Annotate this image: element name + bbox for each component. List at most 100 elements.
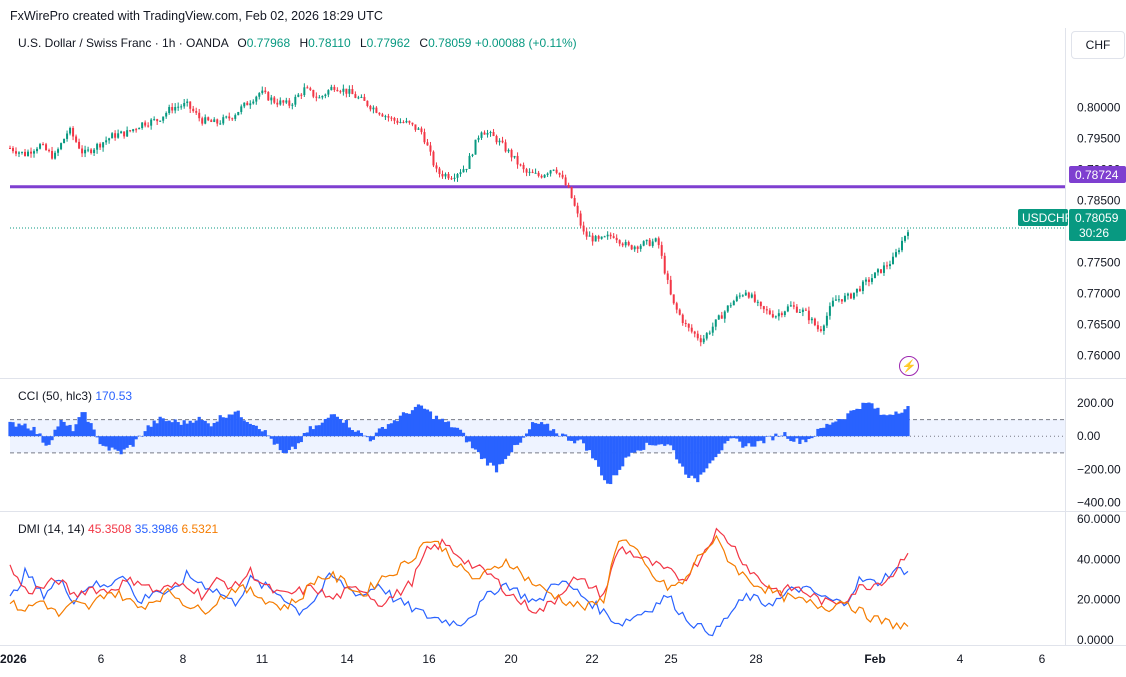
candle (363, 93, 366, 101)
candle-body (483, 132, 486, 135)
time-tick-label: 22 (585, 652, 599, 666)
candle (441, 170, 444, 179)
candle (828, 302, 831, 320)
candle (537, 170, 540, 178)
candle (744, 289, 747, 296)
candle-body (570, 187, 573, 199)
symbol-name: U.S. Dollar / Swiss Franc · 1h · OANDA (18, 36, 229, 50)
candle-body (18, 152, 21, 154)
cci-bar (335, 416, 339, 437)
cci-bar (437, 419, 442, 437)
candle (33, 149, 36, 158)
close-label: C (419, 36, 429, 50)
cci-bar (251, 425, 255, 437)
cci-legend[interactable]: CCI (50, hlc3) 170.53 (18, 389, 132, 403)
candle (141, 122, 144, 130)
candle-body (327, 90, 330, 95)
cci-bar (44, 436, 48, 446)
cci-bar (747, 436, 751, 444)
cci-bar (476, 436, 481, 453)
cci-bar (371, 436, 376, 440)
cci-bar (317, 425, 321, 437)
candle-body (903, 235, 906, 241)
candle (549, 169, 552, 177)
candle (594, 234, 597, 242)
dmi-value-3: 6.5321 (181, 522, 219, 536)
candle-body (99, 143, 102, 148)
candle-body (144, 122, 147, 126)
candle-body (234, 115, 237, 119)
candle (129, 129, 132, 133)
candle (330, 84, 333, 91)
dmi-plus-line (9, 566, 909, 637)
candle (903, 235, 906, 243)
dmi-tick-label: 0.0000 (1077, 633, 1114, 647)
cci-bar (398, 415, 403, 437)
candle (120, 130, 123, 134)
open-label: O (237, 36, 247, 50)
candle (417, 127, 420, 130)
candle (396, 118, 399, 125)
candle-body (372, 107, 375, 110)
candle-body (363, 96, 366, 101)
candle-body (54, 152, 57, 159)
candle-body (687, 323, 690, 328)
price-tag (1069, 209, 1126, 241)
cci-bar (365, 436, 369, 438)
dmi-legend[interactable]: DMI (14, 14) 45.3508 35.3986 6.5321 (18, 522, 218, 536)
currency-button[interactable]: CHF (1071, 31, 1125, 59)
candle (816, 321, 819, 332)
candle-body (117, 133, 120, 138)
candle-body (30, 151, 33, 154)
cci-bar (344, 420, 348, 437)
candle-body (672, 294, 675, 304)
candle (153, 116, 156, 121)
candle (432, 150, 435, 168)
cci-bar (621, 436, 625, 467)
lightning-icon[interactable]: ⚡ (899, 356, 919, 376)
candle-body (651, 241, 654, 246)
candle-body (804, 309, 807, 311)
candle (180, 104, 183, 110)
candle-body (525, 169, 528, 173)
candle-body (888, 264, 891, 267)
candle (135, 127, 138, 133)
candle (288, 98, 291, 109)
candle-body (246, 102, 249, 106)
cci-bar (38, 433, 42, 437)
cci-bar (122, 436, 126, 450)
candle (474, 139, 477, 155)
cci-bar (395, 421, 400, 437)
cci-bar (8, 421, 12, 437)
candle-body (714, 319, 717, 327)
cci-bar (119, 436, 123, 455)
cci-bar (164, 421, 168, 437)
candle-body (36, 148, 39, 152)
candle (552, 169, 555, 172)
candle (156, 118, 159, 125)
candle-body (306, 87, 309, 89)
candle (582, 221, 585, 235)
candle-body (228, 116, 231, 119)
cci-bar (311, 429, 315, 437)
candle-body (747, 292, 750, 298)
candle (471, 153, 474, 158)
candle (264, 87, 267, 94)
candle-body (63, 138, 66, 144)
cci-bar (876, 407, 880, 437)
candle (18, 151, 21, 158)
cci-bar (669, 436, 673, 446)
candle (780, 311, 783, 318)
candle (171, 103, 174, 114)
candle (375, 106, 378, 114)
candle-body (207, 117, 210, 121)
cci-bar (464, 436, 469, 443)
candle (222, 114, 225, 126)
candle (687, 323, 690, 332)
candle-body (216, 119, 219, 124)
candle-body (93, 149, 96, 154)
candle-body (285, 100, 288, 103)
cci-bar (80, 412, 84, 437)
cci-bar (185, 423, 189, 437)
